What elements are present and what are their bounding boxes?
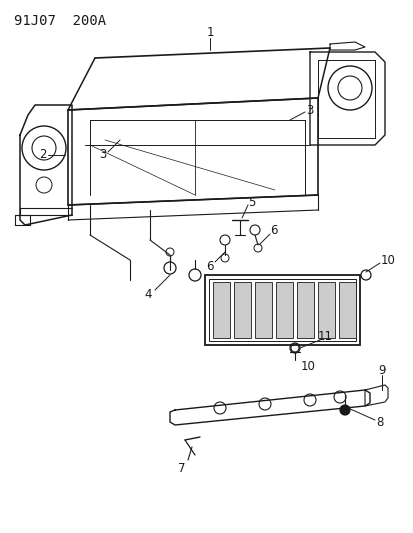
Text: 9: 9	[377, 364, 385, 376]
Text: 6: 6	[270, 223, 277, 237]
Text: 6: 6	[206, 260, 213, 272]
Bar	[275, 282, 292, 338]
Text: 5: 5	[248, 196, 255, 208]
Text: 8: 8	[375, 416, 383, 430]
Circle shape	[339, 405, 349, 415]
Text: 1: 1	[206, 26, 213, 38]
Bar	[317, 282, 334, 338]
Text: 3: 3	[306, 103, 313, 117]
Text: 7: 7	[178, 462, 185, 474]
Bar	[233, 282, 250, 338]
Text: 11: 11	[317, 330, 332, 343]
Text: 91J07  200A: 91J07 200A	[14, 14, 106, 28]
Text: 10: 10	[300, 360, 315, 374]
Bar	[254, 282, 271, 338]
Text: 2: 2	[39, 149, 47, 161]
Bar	[212, 282, 230, 338]
Text: 4: 4	[144, 288, 152, 302]
Text: 10: 10	[380, 254, 394, 266]
Bar	[204, 275, 359, 345]
Bar	[338, 282, 355, 338]
Bar	[296, 282, 313, 338]
Bar	[209, 279, 355, 341]
Text: 3: 3	[99, 149, 107, 161]
